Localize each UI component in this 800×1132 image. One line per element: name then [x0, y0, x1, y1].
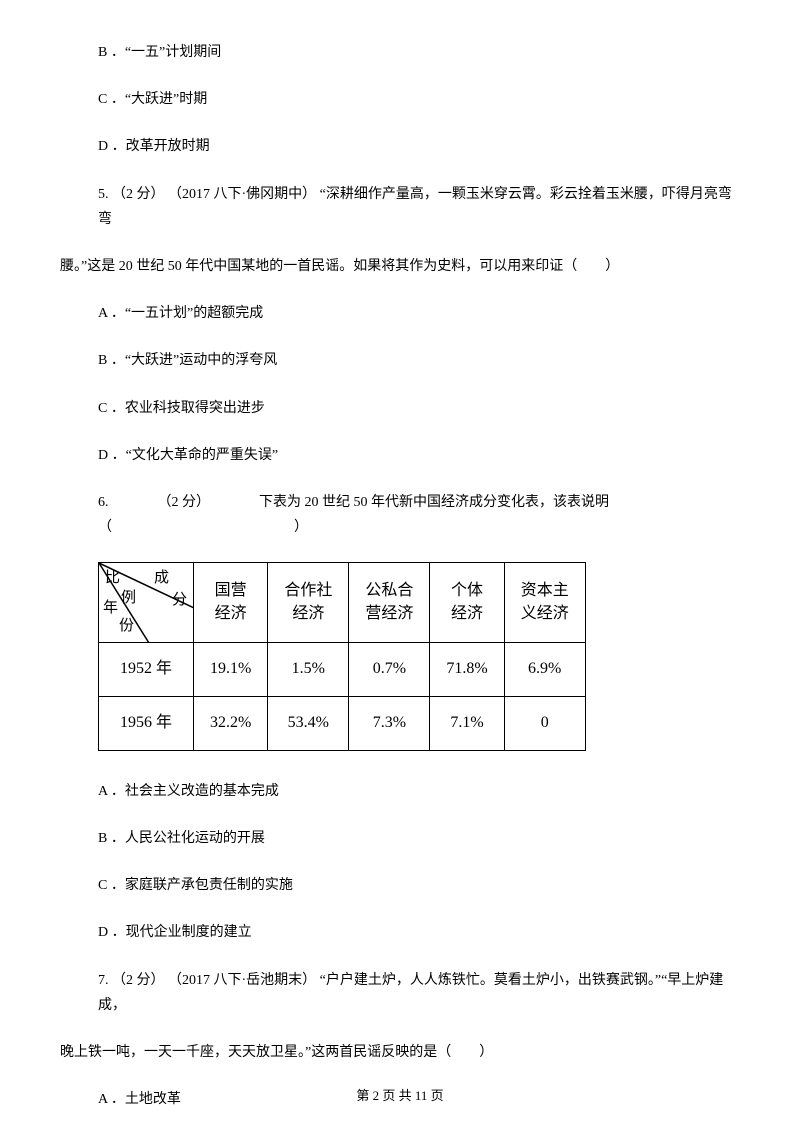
diagonal-header-cell: 比 例 成 分 年 份 [99, 563, 194, 643]
option-text: C ．“大跃进”时期 [98, 92, 207, 107]
diag-label: 分 [172, 587, 187, 614]
year-cell: 1956 年 [99, 697, 194, 751]
question-line2: 腰。”这是 20 世纪 50 年代中国某地的一首民谣。如果将其作为史料，可以用来… [60, 259, 619, 274]
diag-label: 成 [154, 565, 169, 592]
table-header: 个体经济 [430, 563, 504, 643]
question-text: 6. （2 分） 下表为 20 世纪 50 年代新中国经济成分变化表，该表说明（… [98, 495, 609, 535]
footer-text: 第 2 页 共 11 页 [356, 1088, 443, 1103]
q5-option-b: B ．“大跃进”运动中的浮夸风 [60, 348, 740, 373]
option-text: B ．“大跃进”运动中的浮夸风 [98, 353, 277, 368]
value-cell: 7.3% [349, 697, 430, 751]
q6-option-a: A ．社会主义改造的基本完成 [60, 779, 740, 804]
diag-label: 比 [105, 565, 120, 592]
value-cell: 71.8% [430, 643, 504, 697]
table-row: 1952 年 19.1% 1.5% 0.7% 71.8% 6.9% [99, 643, 586, 697]
value-cell: 7.1% [430, 697, 504, 751]
table-header: 国营经济 [194, 563, 268, 643]
option-text: B ．“一五”计划期间 [98, 45, 221, 60]
q5-option-c: C ．农业科技取得突出进步 [60, 396, 740, 421]
q5-option-d: D ．“文化大革命的严重失误” [60, 443, 740, 468]
year-cell: 1952 年 [99, 643, 194, 697]
diag-label: 年 [103, 595, 118, 622]
table-row: 1956 年 32.2% 53.4% 7.3% 7.1% 0 [99, 697, 586, 751]
value-cell: 0.7% [349, 643, 430, 697]
table-header-row: 比 例 成 分 年 份 国营经济 合作社经济 公私合营经济 个体经济 资本主义经… [99, 563, 586, 643]
q6-option-d: D ．现代企业制度的建立 [60, 920, 740, 945]
q7-text: 7. （2 分） （2017 八下·岳池期末） “户户建土炉，人人炼铁忙。莫看土… [60, 968, 740, 1018]
diag-label: 份 [119, 613, 134, 640]
q5-text-cont: 腰。”这是 20 世纪 50 年代中国某地的一首民谣。如果将其作为史料，可以用来… [60, 254, 740, 279]
header-text: 国营经济 [210, 580, 251, 625]
option-text: A ．社会主义改造的基本完成 [98, 784, 279, 799]
q4-option-b: B ．“一五”计划期间 [60, 40, 740, 65]
question-line1: 5. （2 分） （2017 八下·佛冈期中） “深耕细作产量高，一颗玉米穿云霄… [98, 187, 732, 227]
header-text: 公私合营经济 [365, 580, 413, 625]
page-footer: 第 2 页 共 11 页 [0, 1084, 800, 1107]
table-header: 合作社经济 [268, 563, 349, 643]
q4-option-d: D ．改革开放时期 [60, 134, 740, 159]
header-text: 合作社经济 [284, 580, 332, 625]
option-text: A ．“一五计划”的超额完成 [98, 306, 263, 321]
q6-option-b: B ．人民公社化运动的开展 [60, 826, 740, 851]
economy-table: 比 例 成 分 年 份 国营经济 合作社经济 公私合营经济 个体经济 资本主义经… [98, 562, 586, 751]
option-text: D ．改革开放时期 [98, 139, 210, 154]
option-text: D ．“文化大革命的严重失误” [98, 448, 278, 463]
value-cell: 1.5% [268, 643, 349, 697]
q6-text: 6. （2 分） 下表为 20 世纪 50 年代新中国经济成分变化表，该表说明（… [60, 490, 740, 540]
option-text: D ．现代企业制度的建立 [98, 925, 252, 940]
q7-text-cont: 晚上铁一吨，一天一千座，天天放卫星。”这两首民谣反映的是（ ） [60, 1040, 740, 1065]
value-cell: 19.1% [194, 643, 268, 697]
value-cell: 6.9% [504, 643, 585, 697]
table-header: 资本主义经济 [504, 563, 585, 643]
question-line2: 晚上铁一吨，一天一千座，天天放卫星。”这两首民谣反映的是（ ） [60, 1045, 493, 1060]
q5-text: 5. （2 分） （2017 八下·佛冈期中） “深耕细作产量高，一颗玉米穿云霄… [60, 182, 740, 232]
q4-option-c: C ．“大跃进”时期 [60, 87, 740, 112]
diag-label: 例 [121, 585, 136, 612]
q5-option-a: A ．“一五计划”的超额完成 [60, 301, 740, 326]
question-line1: 7. （2 分） （2017 八下·岳池期末） “户户建土炉，人人炼铁忙。莫看土… [98, 973, 723, 1013]
header-text: 资本主义经济 [521, 580, 569, 625]
option-text: C ．农业科技取得突出进步 [98, 401, 265, 416]
option-text: B ．人民公社化运动的开展 [98, 831, 265, 846]
header-text: 个体经济 [446, 580, 487, 625]
value-cell: 32.2% [194, 697, 268, 751]
option-text: C ．家庭联产承包责任制的实施 [98, 878, 293, 893]
table-header: 公私合营经济 [349, 563, 430, 643]
value-cell: 0 [504, 697, 585, 751]
q6-option-c: C ．家庭联产承包责任制的实施 [60, 873, 740, 898]
value-cell: 53.4% [268, 697, 349, 751]
